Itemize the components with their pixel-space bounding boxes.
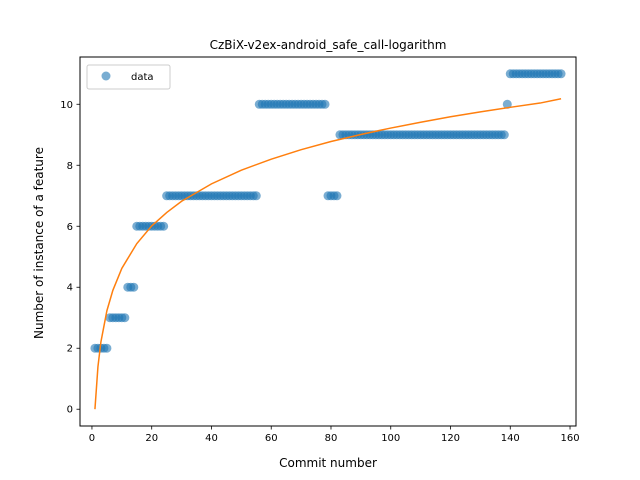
x-tick-label: 40	[205, 433, 218, 444]
legend-label-data: data	[131, 72, 154, 83]
x-tick-label: 100	[381, 433, 400, 444]
y-tick-label: 4	[67, 283, 73, 294]
data-point	[129, 282, 139, 292]
y-axis-ticks: 0 2 4 6 8 10	[60, 100, 80, 416]
data-point	[556, 69, 566, 79]
x-axis-ticks: 0 20 40 60 80 100 120 140 160	[89, 426, 580, 444]
x-tick-label: 80	[325, 433, 338, 444]
y-tick-label: 8	[67, 161, 73, 172]
x-tick-label: 120	[441, 433, 460, 444]
data-point	[499, 130, 509, 140]
y-tick-label: 2	[67, 344, 73, 355]
x-tick-label: 140	[501, 433, 520, 444]
x-tick-label: 20	[145, 433, 158, 444]
fit-line	[94, 98, 562, 410]
legend: data	[86, 64, 171, 90]
x-tick-label: 160	[560, 433, 579, 444]
data-point	[120, 313, 130, 323]
y-tick-label: 6	[67, 222, 73, 233]
data-point	[159, 221, 169, 231]
y-axis-label: Number of instance of a feature	[32, 147, 46, 339]
data-point	[102, 343, 112, 353]
x-tick-label: 0	[89, 433, 95, 444]
axes-frame	[79, 56, 577, 427]
y-tick-label: 10	[60, 100, 73, 111]
data-point	[251, 191, 261, 201]
legend-box	[86, 64, 171, 90]
data-point	[332, 191, 342, 201]
legend-marker-data	[101, 71, 111, 81]
data-point	[502, 99, 512, 109]
x-tick-label: 60	[265, 433, 278, 444]
data-point	[320, 99, 330, 109]
chart-title: CzBiX-v2ex-android_safe_call-logarithm	[210, 38, 447, 52]
plot-area	[90, 69, 566, 410]
y-tick-label: 0	[67, 405, 73, 416]
x-axis-label: Commit number	[279, 456, 377, 470]
